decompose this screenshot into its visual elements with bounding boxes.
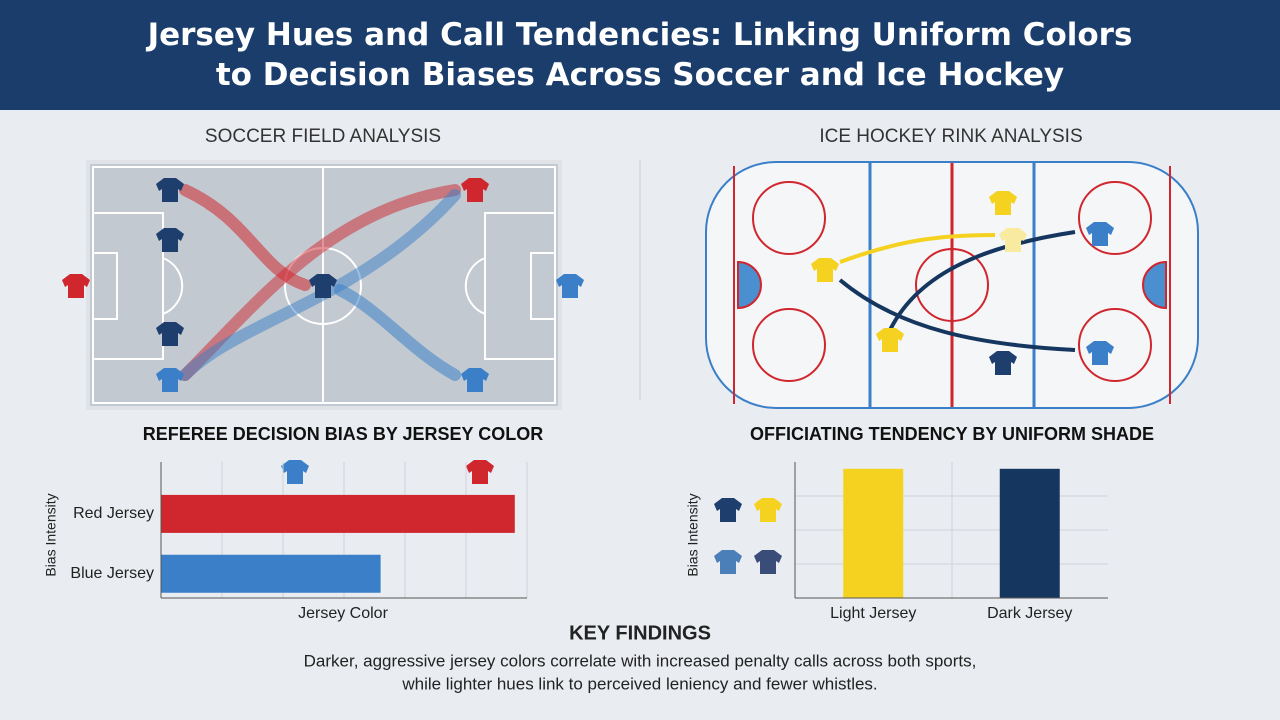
header: Jersey Hues and Call Tendencies: Linking… [0, 0, 1280, 110]
y-axis-label: Bias Intensity [685, 493, 701, 576]
category-label: Blue Jersey [70, 565, 154, 582]
bar [843, 468, 904, 598]
icon [466, 460, 494, 484]
icon [714, 498, 742, 522]
findings-heading: KEY FINDINGS [569, 622, 711, 644]
category-label: Dark Jersey [987, 605, 1072, 622]
category-label: Red Jersey [73, 505, 154, 522]
bar [999, 468, 1060, 598]
y-axis-label: Bias Intensity [43, 493, 59, 576]
icon [281, 460, 309, 484]
category-label: Light Jersey [830, 605, 916, 622]
chart-title: REFEREE DECISION BIAS BY JERSEY COLOR [143, 424, 543, 444]
panel-title: ICE HOCKEY RINK ANALYSIS [819, 126, 1082, 147]
chart-title: OFFICIATING TENDENCY BY UNIFORM SHADE [750, 424, 1154, 444]
x-axis-label: Jersey Color [298, 605, 388, 622]
icon [754, 550, 782, 574]
hockey-rink [705, 161, 1199, 409]
soccer-field [62, 160, 584, 410]
icon [754, 498, 782, 522]
findings-text: Darker, aggressive jersey colors correla… [304, 651, 977, 670]
findings-text: while lighter hues link to perceived len… [401, 674, 877, 693]
panel-title: SOCCER FIELD ANALYSIS [205, 126, 441, 147]
bar [161, 554, 381, 593]
bar [161, 494, 515, 533]
icon [714, 550, 742, 574]
title: Jersey Hues and Call Tendencies: Linking… [147, 17, 1133, 93]
